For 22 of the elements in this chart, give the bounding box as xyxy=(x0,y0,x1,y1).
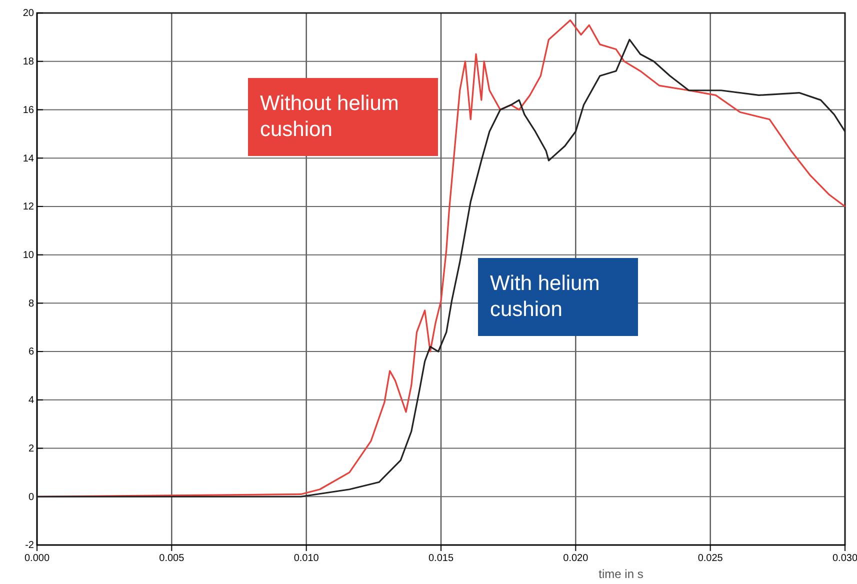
y-tick-label: 10 xyxy=(22,250,34,262)
y-tick-label: 12 xyxy=(22,202,34,213)
y-tick-label: -2 xyxy=(25,540,34,552)
y-tick-label: 8 xyxy=(28,298,34,310)
x-axis-title: time in s xyxy=(598,567,644,581)
x-tick-label: 0.025 xyxy=(698,553,724,564)
x-tick-label: 0.010 xyxy=(294,553,320,564)
y-tick-label: 0 xyxy=(28,492,34,503)
y-tick-label: 2 xyxy=(28,443,34,454)
series-label: With helium cushion xyxy=(490,272,600,321)
x-tick-label: 0.005 xyxy=(159,553,185,564)
y-tick-label: 6 xyxy=(28,346,34,358)
y-tick-label: 16 xyxy=(22,104,34,116)
x-tick-label: 0.020 xyxy=(563,553,589,564)
y-tick-label: 18 xyxy=(22,56,34,68)
y-tick-label: 20 xyxy=(22,8,34,20)
x-tick-label: 0.015 xyxy=(428,553,454,564)
x-tick-label: 0.000 xyxy=(24,553,50,564)
text: Without helium cushion xyxy=(260,92,399,141)
x-tick-label: 0.030 xyxy=(832,553,857,564)
y-tick-label: 4 xyxy=(28,395,34,406)
y-tick-label: 14 xyxy=(22,153,34,164)
